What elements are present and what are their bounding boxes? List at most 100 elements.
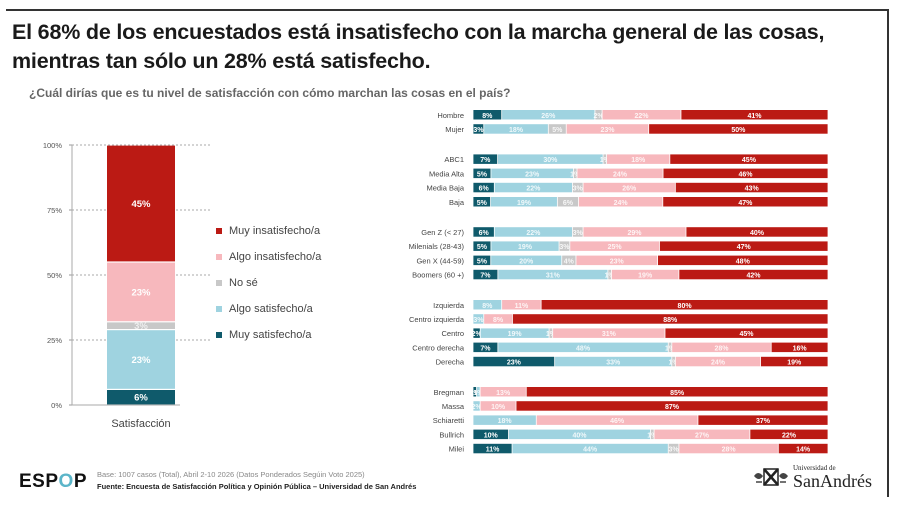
- data-label: 5%: [477, 258, 488, 265]
- bar-segment-algo-satisfecho: [490, 197, 557, 207]
- data-label: 1%: [546, 331, 557, 338]
- bar-segment-algo-satisfecho: [480, 328, 549, 338]
- data-label: 24%: [614, 200, 629, 207]
- bar-segment-muy-satisfecho: [473, 356, 555, 367]
- bar-segment-no-se: [572, 182, 583, 193]
- frame-top-border: [6, 9, 888, 11]
- legend-swatch: [216, 228, 222, 234]
- row-label: Izquierda: [433, 301, 465, 310]
- data-label: 1%: [470, 390, 481, 397]
- stacked-column-chart: 0% 25% 50% 75% 100% 6% 23% 3% 23% 45% Satisfacción: [43, 141, 210, 430]
- bar-segment-muy-insatisfecho: [512, 314, 828, 324]
- legend-item: Algo satisfecho/a: [216, 296, 321, 322]
- bar-segment-muy-satisfecho: [473, 124, 484, 134]
- bar-segment-muy-insatisfecho: [771, 342, 828, 353]
- bar-segment-muy-satisfecho: [473, 443, 512, 454]
- data-label: 80%: [678, 303, 693, 310]
- data-label: 22%: [526, 230, 541, 237]
- data-label: 3%: [473, 317, 484, 324]
- bar-segment-algo-insatisfecho: [578, 197, 663, 207]
- bar-segment-muy-insatisfecho: [686, 227, 828, 237]
- data-label: 87%: [665, 404, 680, 411]
- row-label: Gen Z (< 27): [421, 228, 464, 237]
- data-label: 48%: [576, 345, 591, 352]
- bar-segment-algo-insatisfecho: [570, 241, 660, 251]
- data-label: 1%: [570, 171, 581, 178]
- legend-item: Muy satisfecho/a: [216, 322, 321, 348]
- data-label: 8%: [482, 303, 493, 310]
- data-label: 22%: [635, 113, 650, 120]
- data-label: 16%: [793, 345, 808, 352]
- bar-segment-muy-satisfecho: [473, 154, 498, 164]
- bar-segment-muy-satisfecho: [107, 390, 175, 405]
- legend-label: Muy insatisfecho/a: [229, 225, 321, 237]
- logo-text-esp: ESP: [19, 471, 59, 492]
- bar-segment-muy-insatisfecho: [526, 387, 828, 397]
- legend-label: Muy satisfecho/a: [229, 329, 312, 341]
- row-label: Gen X (44-59): [416, 256, 464, 265]
- data-label: 18%: [509, 127, 524, 134]
- data-label: 7%: [480, 157, 491, 164]
- university-crest-icon: [754, 467, 788, 486]
- data-label: 43%: [745, 186, 760, 193]
- bar-segment-algo-insatisfecho: [480, 401, 516, 411]
- row-label: Media Alta: [429, 169, 465, 178]
- chart-legend: Muy insatisfecho/a Algo insatisfecho/a No …: [216, 218, 321, 348]
- bar-segment-algo-insatisfecho: [566, 124, 649, 134]
- bar-segment-muy-insatisfecho: [663, 168, 828, 179]
- row-label: Centro izquierda: [409, 315, 465, 324]
- y-tick-label: 0%: [51, 401, 62, 410]
- title-line-2: mientras tan sólo un 28% está satisfecho…: [12, 49, 431, 73]
- data-label: 23%: [610, 258, 625, 265]
- data-label: 85%: [670, 390, 685, 397]
- bar-segment-algo-satisfecho: [508, 429, 651, 440]
- data-label: 4%: [564, 258, 575, 265]
- legend-item: Algo insatisfecho/a: [216, 244, 321, 270]
- row-label: Bregman: [434, 388, 464, 397]
- bar-segment-algo-satisfecho: [476, 387, 480, 397]
- bar-segment-algo-insatisfecho: [675, 356, 761, 367]
- bar-segment-muy-insatisfecho: [698, 415, 828, 425]
- data-label: 18%: [631, 157, 646, 164]
- bar-segment-no-se: [572, 227, 583, 237]
- bar-segment-algo-satisfecho: [491, 241, 559, 251]
- data-label: 23%: [507, 360, 522, 367]
- bar-segment-muy-satisfecho: [473, 429, 509, 440]
- bar-segment-muy-satisfecho: [473, 168, 491, 179]
- page-title: El 68% de los encuestados está insatisfe…: [12, 18, 892, 76]
- data-label: 1%: [665, 345, 676, 352]
- row-label: Bullrich: [439, 430, 464, 439]
- bar-segment-muy-insatisfecho: [649, 124, 828, 134]
- bar-segment-algo-satisfecho: [473, 314, 484, 324]
- data-label: 28%: [722, 447, 737, 454]
- bar-segment-algo-insatisfecho: [606, 154, 670, 164]
- data-label: 10%: [484, 432, 499, 439]
- data-label: 25%: [608, 244, 623, 251]
- data-label: 47%: [737, 244, 752, 251]
- data-label: 22%: [782, 432, 797, 439]
- y-tick-label: 100%: [43, 141, 63, 150]
- bar-segment-muy-satisfecho: [473, 328, 480, 338]
- data-label: 23%: [525, 171, 540, 178]
- bar-segment-algo-insatisfecho: [107, 262, 175, 322]
- bar-segment-algo-insatisfecho: [583, 227, 686, 237]
- row-label: Schiaretti: [433, 416, 465, 425]
- data-label: 1%: [647, 432, 658, 439]
- row-label: ABC1: [444, 155, 464, 164]
- bar-segment-algo-satisfecho: [473, 401, 480, 411]
- data-label: 23%: [600, 127, 615, 134]
- data-label: 24%: [711, 360, 726, 367]
- data-label: 22%: [526, 186, 541, 193]
- row-label: Mujer: [445, 125, 464, 134]
- data-label: 24%: [613, 171, 628, 178]
- bar-segment-algo-insatisfecho: [602, 110, 681, 120]
- logo-text-o: O: [58, 471, 74, 492]
- bar-segment-algo-insatisfecho: [679, 443, 778, 454]
- bar-segment-no-se: [668, 342, 672, 353]
- data-label: 46%: [610, 418, 625, 425]
- university-name: SanAndrés: [793, 471, 872, 491]
- data-label: 11%: [515, 303, 529, 310]
- data-label: 26%: [622, 186, 637, 193]
- data-label: 23%: [131, 287, 151, 298]
- data-label: 2%: [593, 113, 604, 120]
